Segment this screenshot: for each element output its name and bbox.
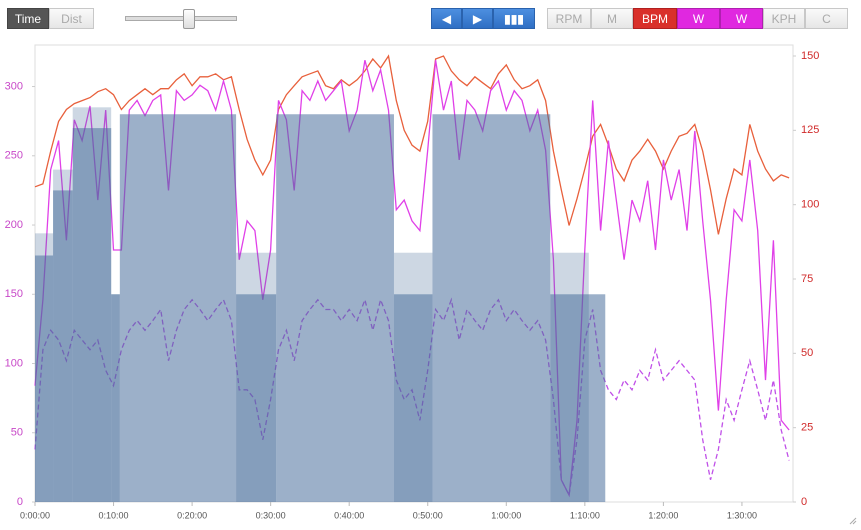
interval-block [72, 128, 112, 502]
time-button[interactable]: Time [7, 8, 49, 29]
slider-track[interactable] [125, 16, 237, 21]
x-tick-label: 0:40:00 [334, 510, 364, 520]
x-tick-label: 0:10:00 [99, 510, 129, 520]
y-tick-label: 50 [11, 427, 23, 439]
metric-button[interactable]: KPH [763, 8, 805, 29]
interval-block [236, 294, 277, 502]
y2-tick-label: 75 [801, 273, 813, 285]
y-tick-label: 300 [5, 80, 23, 92]
next-button[interactable]: ▶ [462, 8, 493, 29]
y-tick-label: 200 [5, 219, 23, 231]
y2-tick-label: 125 [801, 124, 819, 136]
slider-thumb[interactable] [183, 9, 195, 29]
interval-block [35, 255, 54, 502]
x-tick-label: 1:20:00 [648, 510, 678, 520]
prev-button[interactable]: ◀ [431, 8, 462, 29]
interval-block [393, 294, 433, 502]
interval-block [119, 114, 237, 502]
resize-grip[interactable] [849, 517, 857, 525]
x-tick-label: 1:00:00 [491, 510, 521, 520]
y2-tick-label: 100 [801, 199, 819, 211]
y2-tick-label: 150 [801, 50, 819, 62]
x-tick-label: 0:00:00 [20, 510, 50, 520]
legend-button[interactable]: W [720, 8, 763, 29]
y-tick-label: 250 [5, 150, 23, 162]
interval-block [550, 294, 606, 502]
interval-block [276, 114, 394, 502]
interval-block [111, 294, 120, 502]
bars-button[interactable]: ▮▮▮ [493, 8, 535, 29]
legend-button[interactable]: BPM [633, 8, 677, 29]
y-tick-label: 100 [5, 357, 23, 369]
y2-tick-label: 50 [801, 347, 813, 359]
y2-tick-label: 0 [801, 496, 807, 508]
legend-button[interactable]: W [677, 8, 720, 29]
interval-block [432, 114, 551, 502]
metric-button[interactable]: C [805, 8, 848, 29]
y-tick-label: 0 [17, 496, 23, 508]
metric-button[interactable]: M [591, 8, 633, 29]
interval-block [53, 190, 73, 502]
metric-button[interactable]: RPM [547, 8, 591, 29]
y-tick-label: 150 [5, 288, 23, 300]
x-tick-label: 1:30:00 [727, 510, 757, 520]
x-tick-label: 0:50:00 [413, 510, 443, 520]
x-tick-label: 0:20:00 [177, 510, 207, 520]
x-tick-label: 1:10:00 [570, 510, 600, 520]
series-line [34, 54, 790, 235]
x-tick-label: 0:30:00 [256, 510, 286, 520]
chart: 0 50 100 150 200 250 300 0 25 50 75 100 125 150 0:00:0… [5, 44, 857, 525]
series-line [34, 60, 790, 498]
dist-button[interactable]: Dist [49, 8, 94, 29]
y2-tick-label: 25 [801, 422, 813, 434]
